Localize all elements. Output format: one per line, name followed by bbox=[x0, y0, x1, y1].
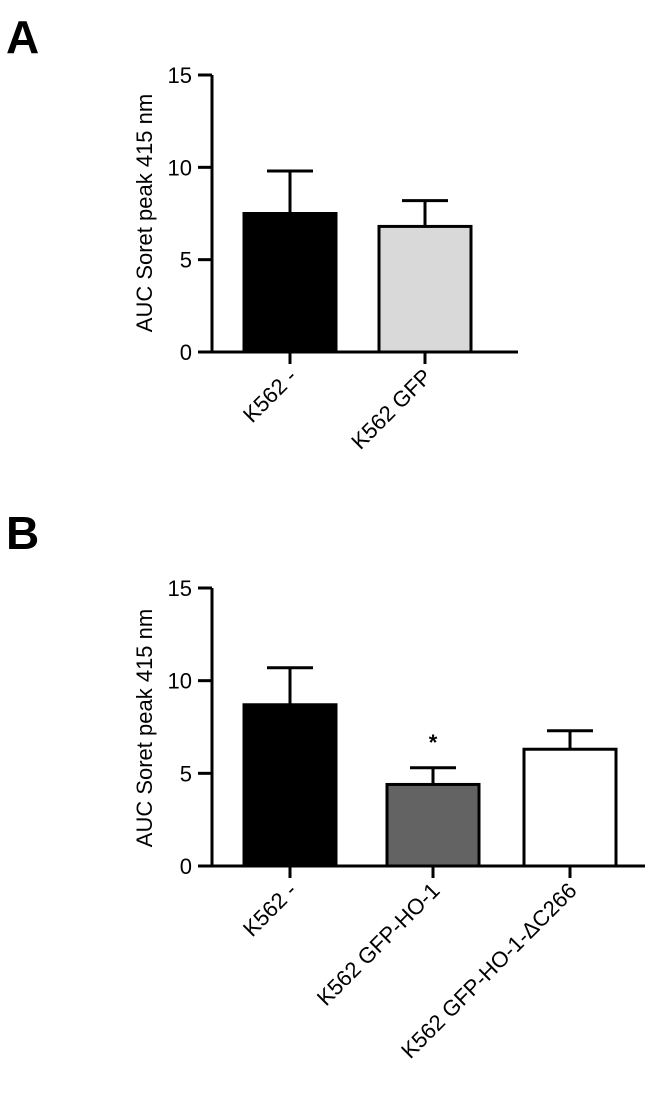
chart-a-y-tick-label: 15 bbox=[168, 63, 192, 88]
chart-b-y-tick-label: 5 bbox=[180, 761, 192, 786]
chart-b-category-label: K562 GFP-HO-1 bbox=[312, 878, 445, 1011]
chart-b-y-axis-label: AUC Soret peak 415 nm bbox=[132, 609, 157, 847]
chart-b-y-tick-label: 10 bbox=[168, 669, 192, 694]
chart-b-bar bbox=[385, 782, 481, 868]
chart-a-y-axis-label: AUC Soret peak 415 nm bbox=[132, 94, 157, 332]
chart-b-y-tick-label: 15 bbox=[168, 576, 192, 601]
chart-a-y-tick-label: 0 bbox=[180, 340, 192, 365]
chart-a-y-tick-label: 5 bbox=[180, 248, 192, 273]
chart-a-y-tick-label: 10 bbox=[168, 155, 192, 180]
chart-b-significance-marker: * bbox=[429, 730, 438, 755]
panel-label-b: B bbox=[6, 507, 40, 559]
panel-label-a: A bbox=[6, 11, 40, 63]
chart-b-bar bbox=[522, 747, 618, 868]
chart-b-bar bbox=[242, 703, 338, 868]
chart-b-y-tick-label: 0 bbox=[180, 854, 192, 879]
chart-b-category-label: K562 - bbox=[238, 878, 302, 942]
